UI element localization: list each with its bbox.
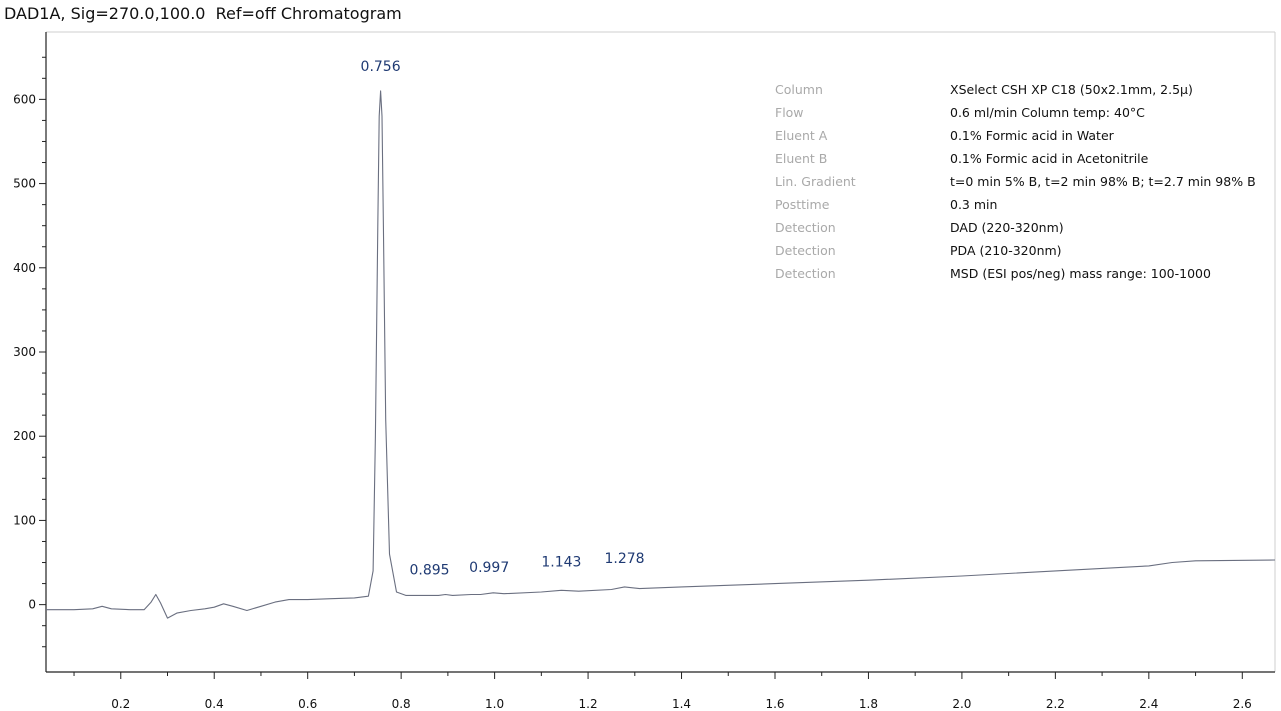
x-tick-label: 1.2 (579, 697, 598, 711)
x-tick-label: 0.2 (111, 697, 130, 711)
x-tick-label: 1.6 (765, 697, 784, 711)
y-tick-label: 400 (13, 261, 36, 275)
peak-labels: 0.756 0.895 0.997 1.143 1.278 (361, 59, 645, 579)
method-info-row: Lin. Gradient t=0 min 5% B, t=2 min 98% B… (775, 170, 1256, 193)
x-tick-label: 2.0 (952, 697, 971, 711)
y-tick-label: 600 (13, 92, 36, 106)
method-info-value: 0.1% Formic acid in Acetonitrile (950, 151, 1149, 166)
method-info-value: 0.6 ml/min Column temp: 40°C (950, 105, 1145, 120)
method-info-row: Detection DAD (220-320nm) (775, 216, 1256, 239)
y-tick-label: 500 (13, 177, 36, 191)
method-info-row: Detection MSD (ESI pos/neg) mass range: 1… (775, 262, 1256, 285)
x-tick-label: 2.6 (1233, 697, 1252, 711)
x-tick-label: 1.0 (485, 697, 504, 711)
method-info-row: Flow 0.6 ml/min Column temp: 40°C (775, 101, 1256, 124)
y-tick-label: 0 (28, 598, 36, 612)
method-info-panel: Column XSelect CSH XP C18 (50x2.1mm, 2.5µ… (775, 78, 1256, 285)
x-tick-label: 2.4 (1139, 697, 1158, 711)
peak-label: 1.278 (604, 551, 644, 567)
trace-layer (46, 90, 1276, 619)
peak-label: 0.895 (409, 563, 449, 579)
method-info-key: Detection (775, 243, 836, 258)
peak-label: 0.997 (469, 560, 509, 576)
y-tick-label: 300 (13, 345, 36, 359)
method-info-key: Column (775, 82, 823, 97)
x-tick-label: 0.6 (298, 697, 317, 711)
x-tick-label: 0.8 (392, 697, 411, 711)
method-info-value: 0.1% Formic acid in Water (950, 128, 1114, 143)
y-tick-label: 200 (13, 429, 36, 443)
x-tick-label: 1.4 (672, 697, 691, 711)
x-tick-label: 1.8 (859, 697, 878, 711)
x-tick-label: 2.2 (1046, 697, 1065, 711)
method-info-row: Eluent B 0.1% Formic acid in Acetonitrile (775, 147, 1256, 170)
method-info-value: t=0 min 5% B, t=2 min 98% B; t=2.7 min 9… (950, 174, 1256, 189)
method-info-key: Detection (775, 220, 836, 235)
axes: 0 100 200 300 400 500 600 0.2 0.4 0.6 0.8 1.0 1.2 1.4… (13, 31, 1276, 711)
method-info-key: Detection (775, 266, 836, 281)
method-info-value: XSelect CSH XP C18 (50x2.1mm, 2.5µ) (950, 82, 1193, 97)
method-info-key: Flow (775, 105, 804, 120)
method-info-row: Detection PDA (210-320nm) (775, 239, 1256, 262)
peak-label: 0.756 (361, 59, 401, 75)
method-info-value: DAD (220-320nm) (950, 220, 1064, 235)
method-info-value: MSD (ESI pos/neg) mass range: 100-1000 (950, 266, 1211, 281)
method-info-value: 0.3 min (950, 197, 998, 212)
peak-label: 1.143 (541, 554, 581, 570)
y-tick-label: 100 (13, 513, 36, 527)
method-info-row: Eluent A 0.1% Formic acid in Water (775, 124, 1256, 147)
method-info-key: Posttime (775, 197, 830, 212)
chromatogram-trace-0 (46, 90, 1276, 619)
method-info-row: Column XSelect CSH XP C18 (50x2.1mm, 2.5µ… (775, 78, 1256, 101)
method-info-row: Posttime 0.3 min (775, 193, 1256, 216)
method-info-key: Lin. Gradient (775, 174, 856, 189)
method-info-value: PDA (210-320nm) (950, 243, 1062, 258)
method-info-key: Eluent A (775, 128, 828, 143)
method-info-key: Eluent B (775, 151, 828, 166)
chart-title: DAD1A, Sig=270.0,100.0 Ref=off Chromatog… (4, 4, 402, 23)
x-tick-label: 0.4 (205, 697, 224, 711)
